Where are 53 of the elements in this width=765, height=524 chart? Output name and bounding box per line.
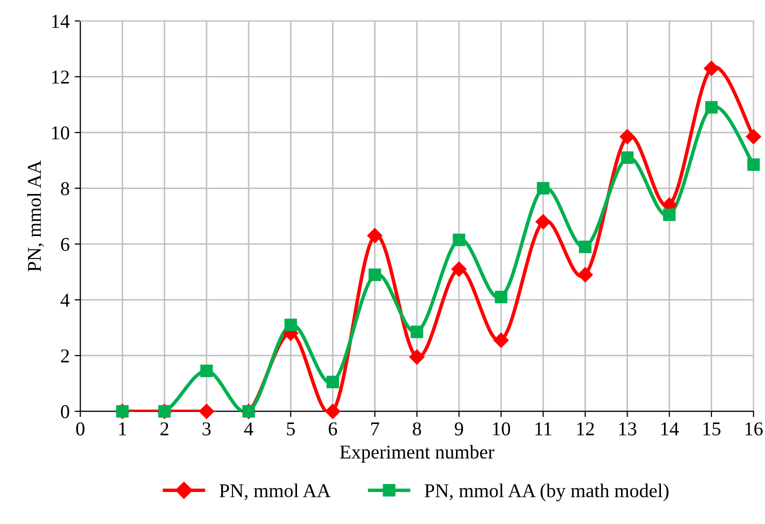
x-tick-label: 7 xyxy=(371,422,380,436)
y-axis-title: PN, mmol AA xyxy=(27,160,44,272)
point xyxy=(536,214,551,230)
x-tick-label: 16 xyxy=(746,422,763,436)
point xyxy=(494,290,508,304)
x-tick-label: 15 xyxy=(703,422,720,436)
x-tick-label: 0 xyxy=(76,422,84,436)
x-tick-label: 13 xyxy=(619,422,636,436)
x-tick-label: 5 xyxy=(286,422,295,436)
point xyxy=(704,60,720,76)
x-axis-title: Experiment number xyxy=(340,444,494,463)
x-tick-label: 12 xyxy=(577,422,594,436)
point xyxy=(747,158,760,171)
point xyxy=(494,332,509,348)
point xyxy=(746,129,762,144)
y-tick-label: 6 xyxy=(61,238,70,251)
x-tick-label: 8 xyxy=(412,422,422,436)
x-tick-label: 9 xyxy=(454,422,464,436)
point xyxy=(705,101,718,114)
x-tick-label: 6 xyxy=(328,422,338,436)
point xyxy=(368,268,382,281)
y-tick-label: 8 xyxy=(60,182,70,196)
point xyxy=(326,376,340,388)
point xyxy=(578,240,592,254)
x-tick-label: 14 xyxy=(661,422,679,436)
point xyxy=(410,326,424,338)
legend-label: PN, mmol AA xyxy=(220,484,331,500)
point xyxy=(451,262,467,277)
y-tick-label: 14 xyxy=(52,14,70,28)
x-tick-label: 4 xyxy=(244,422,254,436)
x-tick-label: 2 xyxy=(160,422,168,436)
point xyxy=(452,234,466,246)
x-tick-label: 10 xyxy=(493,422,510,436)
point xyxy=(198,404,214,419)
y-tick-label: 0 xyxy=(60,405,70,418)
y-tick-label: 12 xyxy=(52,70,69,84)
legend-label: PN, mmol AA (by math model) xyxy=(424,484,668,502)
x-tick-label: 3 xyxy=(202,422,211,436)
point xyxy=(578,267,593,282)
point xyxy=(367,228,382,244)
point xyxy=(621,151,634,164)
y-tick-label: 10 xyxy=(52,126,70,140)
point xyxy=(200,364,213,378)
point xyxy=(284,318,297,332)
point xyxy=(409,349,424,365)
point xyxy=(325,404,340,419)
x-tick-label: 11 xyxy=(536,422,552,436)
point xyxy=(536,182,550,195)
x-tick-label: 1 xyxy=(119,422,126,436)
y-tick-label: 4 xyxy=(60,294,70,307)
point xyxy=(620,129,635,144)
point xyxy=(663,208,676,222)
y-tick-label: 2 xyxy=(61,349,69,362)
